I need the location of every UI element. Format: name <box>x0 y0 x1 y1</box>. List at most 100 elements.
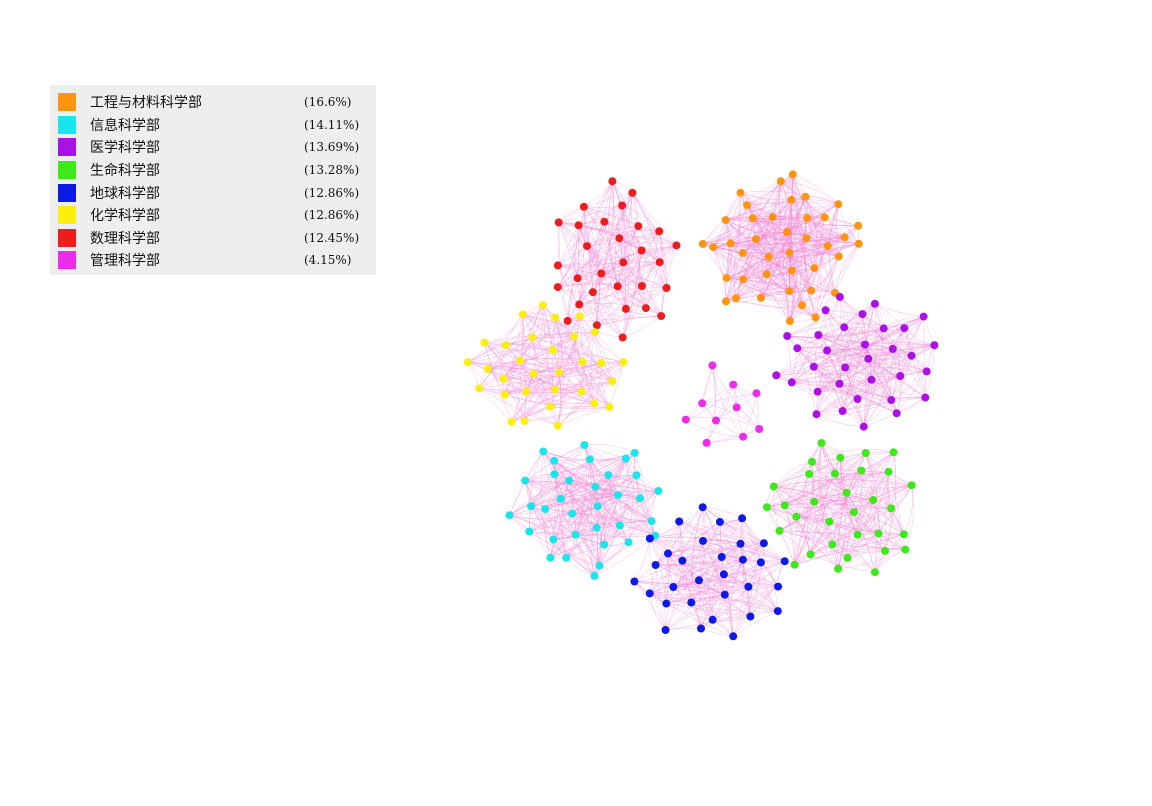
network-node <box>772 371 781 380</box>
network-node <box>780 501 789 510</box>
legend-label: 地球科学部 <box>90 185 160 202</box>
legend-percent: (4.15%) <box>304 253 352 268</box>
network-edge <box>735 203 839 299</box>
network-edge <box>685 365 713 420</box>
legend-item: 信息科学部 (14.11%) <box>58 114 376 137</box>
network-edge <box>509 515 600 566</box>
network-edge <box>592 205 623 293</box>
network-edge <box>891 316 924 401</box>
legend-percent: (12.86%) <box>304 208 360 223</box>
network-edge <box>797 310 826 349</box>
network-node <box>736 188 745 197</box>
network-edge <box>725 196 806 302</box>
network-edge <box>813 296 841 367</box>
network-node <box>874 529 883 538</box>
network-edge <box>814 204 839 269</box>
network-node <box>662 284 671 292</box>
network-node <box>592 523 601 532</box>
network-node <box>600 217 609 226</box>
network-edge <box>554 460 597 528</box>
network-edge <box>794 521 830 565</box>
network-edge <box>776 348 893 376</box>
network-edge <box>509 514 652 524</box>
legend-label: 化学科学部 <box>90 208 160 225</box>
network-edge <box>817 303 876 392</box>
network-edge <box>871 316 924 380</box>
network-edge <box>863 375 901 427</box>
network-node <box>842 488 851 497</box>
network-edge <box>557 265 667 289</box>
network-node <box>597 359 606 367</box>
network-edge <box>558 222 660 263</box>
network-edge <box>787 335 935 346</box>
network-edge <box>815 243 860 318</box>
network-edge <box>741 518 779 612</box>
network-edge <box>649 538 713 620</box>
network-edge <box>730 217 825 244</box>
network-node <box>575 300 584 309</box>
network-edge <box>599 475 637 566</box>
network-edge <box>725 219 836 294</box>
network-node <box>585 455 594 464</box>
network-edge <box>702 392 757 404</box>
network-edge <box>842 344 935 412</box>
network-edge <box>815 237 845 318</box>
network-node <box>551 385 560 394</box>
network-node <box>785 287 794 296</box>
network-edge <box>682 518 743 561</box>
network-node <box>881 546 889 555</box>
network-node <box>840 233 849 242</box>
network-node <box>637 246 646 255</box>
network-node <box>551 313 560 322</box>
network-edge <box>577 261 660 279</box>
network-edge <box>550 459 591 558</box>
network-edge <box>874 303 924 317</box>
network-edge <box>702 506 743 519</box>
network-edge <box>819 442 839 569</box>
network-node <box>757 293 765 302</box>
network-edge <box>700 543 765 629</box>
network-edge <box>741 518 779 587</box>
network-edge <box>634 560 785 584</box>
network-node <box>505 511 514 520</box>
network-node <box>785 248 794 257</box>
network-edge <box>532 337 551 407</box>
network-edge <box>787 335 927 372</box>
network-edge <box>817 375 901 392</box>
network-edge <box>786 335 793 383</box>
network-node <box>630 448 639 457</box>
legend-swatch <box>58 183 76 202</box>
network-edge <box>655 507 703 566</box>
network-edge <box>797 303 876 349</box>
legend-swatch <box>58 161 76 180</box>
network-edge <box>666 597 778 612</box>
network-node <box>764 252 773 261</box>
network-edge <box>522 314 610 408</box>
network-edge <box>750 561 785 617</box>
legend-percent: (12.86%) <box>304 185 360 200</box>
network-edge <box>702 181 781 245</box>
legend-swatch <box>58 206 76 225</box>
network-edge <box>554 473 659 492</box>
network-edge <box>794 499 874 565</box>
network-node <box>834 564 843 573</box>
network-edge <box>813 328 884 368</box>
network-edge <box>649 580 779 594</box>
network-edge <box>780 181 839 205</box>
network-edge <box>699 540 704 629</box>
network-edge <box>621 205 660 263</box>
network-edge <box>776 344 935 376</box>
network-node <box>579 202 588 211</box>
network-node <box>774 582 783 591</box>
network-edge <box>735 174 793 299</box>
network-node <box>810 497 819 506</box>
network-edge <box>524 480 595 577</box>
network-edge <box>811 243 859 291</box>
network-edge <box>682 560 779 587</box>
network-edge <box>863 328 884 427</box>
network-node <box>654 487 663 495</box>
network-edge <box>807 217 859 244</box>
network-edge <box>596 287 667 326</box>
network-edge <box>773 486 855 513</box>
network-node <box>630 577 639 586</box>
